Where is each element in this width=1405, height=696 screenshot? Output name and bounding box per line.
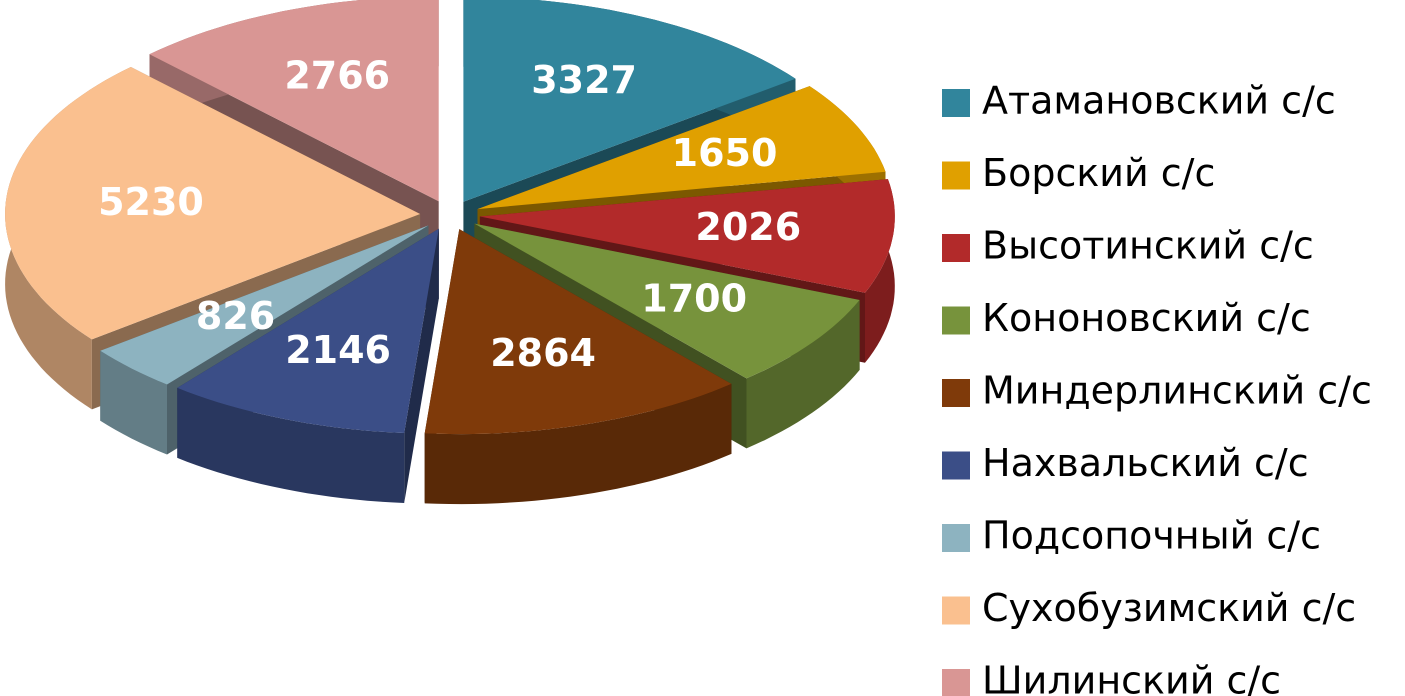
data-label: 2026	[695, 205, 801, 249]
legend-label: Миндерлинский с/с	[982, 369, 1372, 413]
legend-marker	[942, 234, 970, 262]
slice-top	[100, 225, 429, 385]
legend: Атамановский с/с Борский с/с Высотинский с…	[942, 79, 1372, 696]
legend-label: Атамановский с/с	[982, 79, 1336, 123]
slice-side	[746, 300, 860, 449]
legend-label: Подсопочный с/с	[982, 514, 1321, 558]
data-label: 2864	[490, 331, 596, 375]
legend-marker	[942, 451, 970, 480]
data-label: 2766	[284, 53, 390, 97]
legend-label: Борский с/с	[982, 151, 1215, 195]
data-label: 3327	[531, 58, 637, 102]
legend-marker	[942, 161, 970, 190]
legend-marker	[942, 89, 970, 117]
slice: 2146	[177, 228, 439, 503]
slice: 2864	[424, 229, 732, 505]
legend-marker	[942, 669, 970, 696]
slice-top	[477, 86, 886, 210]
slice-top	[479, 179, 895, 293]
data-label: 826	[196, 294, 275, 338]
slice-top	[424, 229, 732, 435]
slice-side	[177, 387, 405, 503]
data-label: 2146	[285, 328, 391, 372]
legend-label: Нахвальский с/с	[982, 441, 1309, 485]
slice-top	[463, 0, 796, 202]
legend-label: Высотинский с/с	[982, 224, 1314, 268]
slice-top	[5, 67, 421, 340]
data-label: 1700	[641, 276, 747, 320]
legend-marker	[942, 306, 970, 335]
slice-side	[865, 179, 895, 363]
legend-marker	[942, 524, 970, 552]
slice-top	[474, 223, 860, 379]
data-label: 5230	[98, 180, 204, 224]
legend-marker	[942, 596, 970, 625]
legend-label: Кононовский с/с	[982, 296, 1311, 340]
slice-side	[424, 383, 732, 505]
slice-top	[149, 0, 439, 202]
legend-label: Сухобузимский с/с	[982, 586, 1356, 630]
slice-side	[100, 350, 167, 455]
legend-label: Шилинский с/с	[982, 659, 1281, 696]
legend-marker	[942, 379, 970, 407]
slice-top	[177, 228, 439, 433]
data-label: 1650	[672, 131, 778, 175]
